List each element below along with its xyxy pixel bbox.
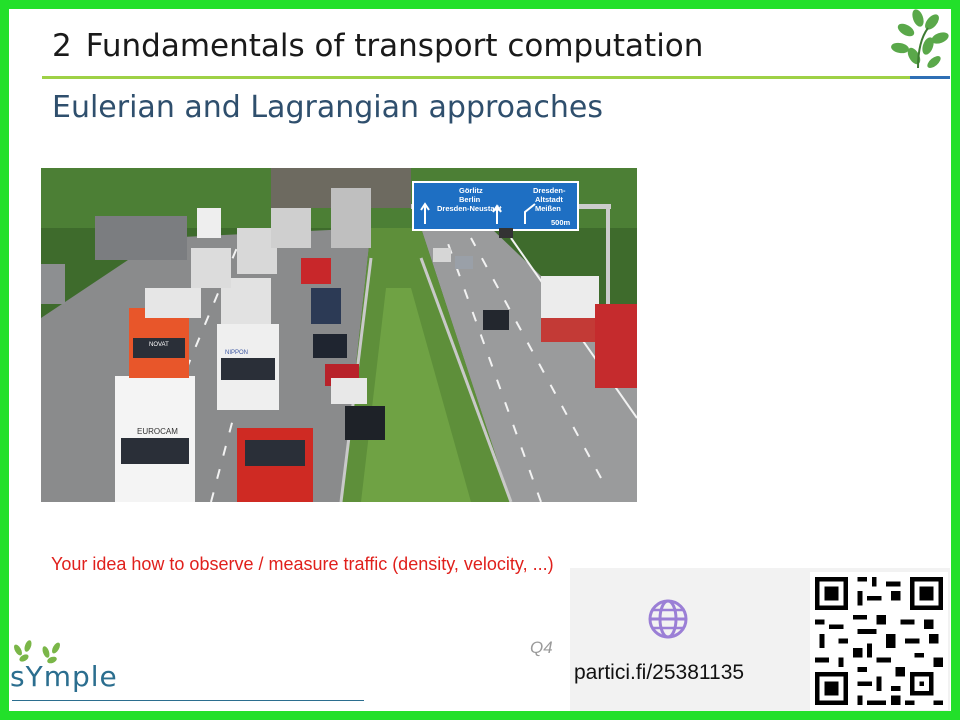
symple-logo-text: sYmple [10, 660, 118, 693]
symple-logo-icon [14, 640, 60, 664]
sign-text: Meißen [535, 204, 561, 213]
truck-label: EUROCAM [137, 427, 178, 436]
sign-text: 500m [551, 218, 571, 227]
audience-prompt: Your idea how to observe / measure traff… [51, 554, 554, 574]
title-underline-accent [910, 76, 950, 79]
question-label: Q4 [530, 638, 553, 657]
sign-text: Altstadt [535, 195, 563, 204]
sign-text: Görlitz [459, 186, 483, 195]
leaf-logo-icon [891, 9, 949, 69]
truck-label: NOVAT [149, 342, 169, 348]
qr-code-icon[interactable] [810, 572, 948, 710]
sign-text: Berlin [459, 195, 481, 204]
logo-underline [12, 700, 364, 701]
slide-subtitle: Eulerian and Lagrangian approaches [52, 90, 604, 125]
sign-text: Dresden-Neustadt [437, 204, 502, 213]
truck-label: NIPPON [225, 350, 248, 356]
participation-url[interactable]: partici.fi/25381135 [574, 661, 745, 684]
sign-text: Dresden- [533, 186, 566, 195]
highway-traffic-photo: Görlitz Berlin Dresden-Neustadt Dresden-… [41, 168, 637, 502]
slide-title: 2 Fundamentals of transport computation [52, 28, 703, 64]
globe-icon[interactable] [646, 597, 690, 641]
title-underline [42, 76, 950, 79]
title-text: Fundamentals of transport computation [85, 28, 704, 64]
section-number: 2 [52, 28, 72, 64]
